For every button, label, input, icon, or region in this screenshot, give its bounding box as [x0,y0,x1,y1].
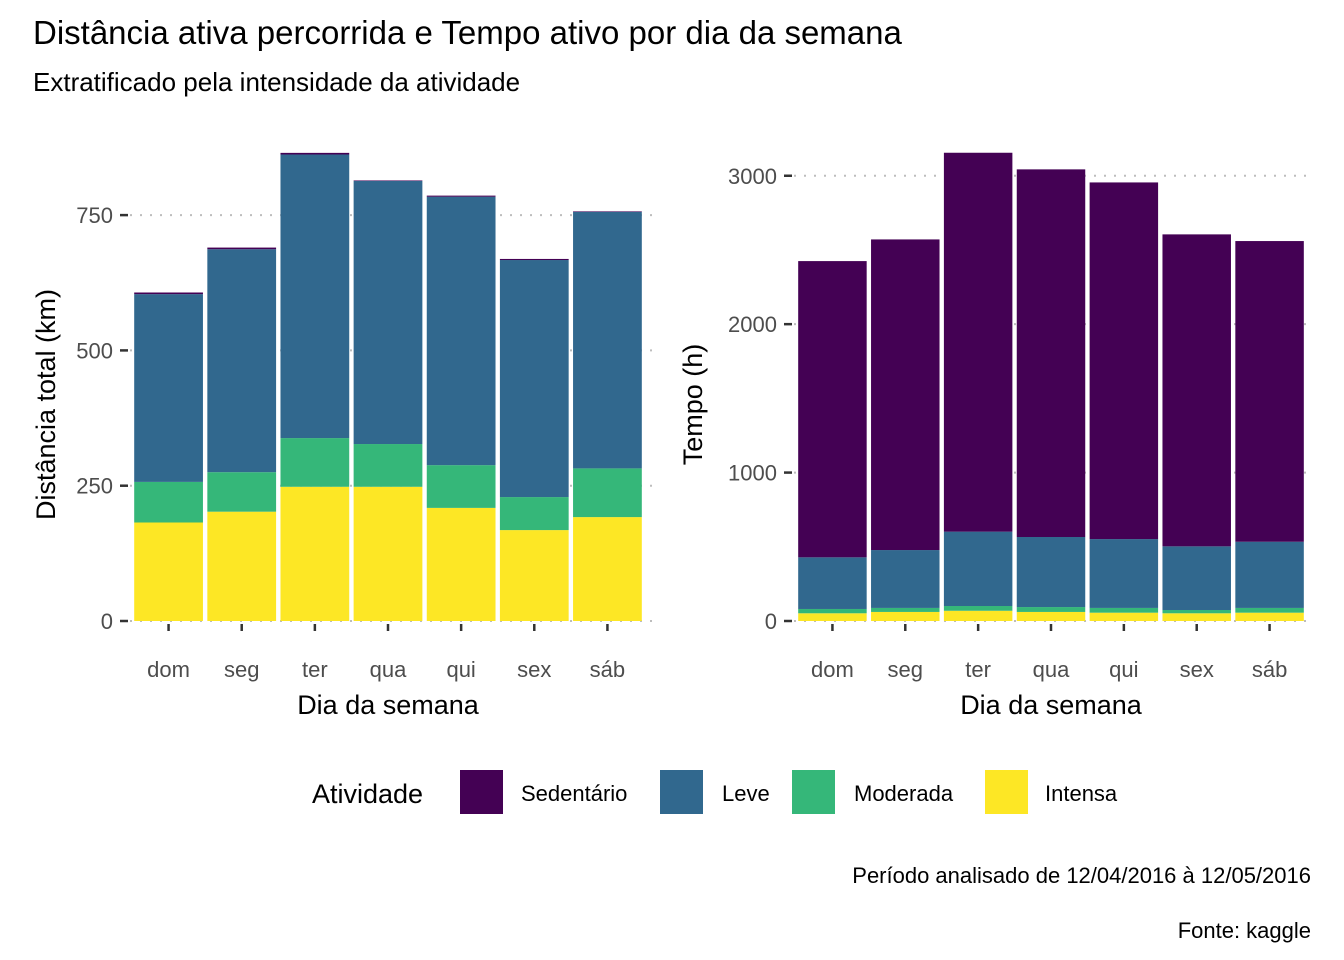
y-axis-title: Distância total (km) [31,289,61,520]
legend-title: Atividade [312,779,423,809]
x-tick-label: sex [1180,657,1214,682]
bar-dom-intensa [134,522,203,621]
bar-sáb-sedentario [1235,241,1304,542]
bar-qui-intensa [426,507,496,621]
bar-qua-leve [1016,536,1086,608]
bar-seg-moderada [871,607,940,612]
y-axis-title: Tempo (h) [678,344,708,466]
bar-qua-leve [353,181,423,445]
chart-subtitle: Extratificado pela intensidade da ativid… [33,67,520,97]
bar-sex-sedentario [499,258,569,261]
bar-dom-leve [798,557,867,609]
x-tick-label: dom [811,657,854,682]
bar-qua-intensa [1016,611,1086,621]
chart-title: Distância ativa percorrida e Tempo ativo… [33,14,903,51]
x-tick-label: sáb [590,657,625,682]
y-tick-label: 0 [765,609,777,634]
bar-sáb-moderada [1235,607,1304,613]
caption-period: Período analisado de 12/04/2016 à 12/05/… [852,863,1311,888]
bar-sex-intensa [499,530,569,621]
y-tick-label: 250 [76,474,113,499]
bar-sáb-sedentario [573,211,642,212]
bar-seg-intensa [871,611,940,621]
bar-qui-sedentario [1089,182,1159,540]
y-tick-label: 2000 [728,312,777,337]
y-tick-label: 1000 [728,461,777,486]
bar-sáb-leve [573,211,642,469]
legend-label-leve: Leve [722,781,770,806]
bar-ter-intensa [943,610,1013,621]
bar-dom-moderada [798,608,867,614]
legend-label-moderada: Moderada [854,781,954,806]
bar-qui-moderada [426,465,496,508]
bar-qua-intensa [353,486,423,621]
bar-qua-sedentario [1016,169,1086,537]
bar-seg-moderada [207,472,277,512]
bar-ter-moderada [943,606,1013,611]
bar-seg-leve [207,249,277,473]
caption-source: Fonte: kaggle [1178,918,1311,943]
bar-qui-leve [1089,539,1159,608]
x-tick-label: qui [1109,657,1138,682]
bar-qui-moderada [1089,607,1159,613]
bar-dom-intensa [798,613,867,621]
bar-ter-sedentario [280,152,350,155]
x-tick-label: seg [224,657,259,682]
bar-dom-moderada [134,481,203,523]
bar-qui-sedentario [426,195,496,197]
bar-seg-sedentario [207,247,277,250]
x-axis-title: Dia da semana [297,690,480,720]
x-tick-label: qua [370,657,407,682]
y-tick-label: 3000 [728,164,777,189]
x-tick-label: qui [446,657,475,682]
bar-sex-intensa [1162,613,1231,621]
bar-sáb-moderada [573,468,642,518]
x-tick-label: sáb [1252,657,1287,682]
bar-ter-leve [943,531,1013,607]
bar-qua-moderada [353,444,423,487]
legend-label-intensa: Intensa [1045,781,1118,806]
x-tick-label: ter [965,657,991,682]
bar-qua-moderada [1016,607,1086,612]
legend-swatch-intensa [985,770,1028,814]
bar-sáb-intensa [1235,612,1304,621]
x-tick-label: seg [888,657,923,682]
bar-qua-sedentario [353,180,423,182]
x-tick-label: dom [147,657,190,682]
x-tick-label: ter [302,657,328,682]
bar-sáb-intensa [573,517,642,621]
bar-qui-intensa [1089,612,1159,621]
bar-ter-intensa [280,486,350,621]
legend-swatch-sedentario [460,770,503,814]
bar-sex-moderada [499,497,569,531]
bar-dom-leve [134,294,203,482]
bar-ter-leve [280,154,350,439]
legend-label-sedentario: Sedentário [521,781,627,806]
bar-dom-sedentario [134,292,203,295]
y-tick-label: 500 [76,338,113,363]
bar-seg-sedentario [871,239,940,551]
x-tick-label: sex [517,657,551,682]
x-axis-title: Dia da semana [960,690,1143,720]
y-tick-label: 750 [76,203,113,228]
bar-sex-moderada [1162,610,1231,614]
legend-swatch-leve [660,770,703,814]
distance-panel: 0 250 500 750 dom seg ter qua qui sex sáb Dia da se… [31,152,652,720]
legend: Atividade Sedentário Leve Moderada Inten… [312,770,1118,814]
bar-sex-leve [499,260,569,498]
bar-seg-leve [871,550,940,608]
bar-sáb-leve [1235,541,1304,608]
bar-ter-sedentario [943,152,1013,532]
bar-qui-leve [426,196,496,466]
bar-sex-sedentario [1162,234,1231,547]
time-panel: 0 1000 2000 3000 dom seg ter qua qui sex sáb Dia da… [678,152,1314,720]
bar-sex-leve [1162,546,1231,611]
x-tick-label: qua [1033,657,1070,682]
legend-swatch-moderada [792,770,835,814]
bar-dom-sedentario [798,261,867,558]
y-tick-label: 0 [101,609,113,634]
bar-ter-moderada [280,438,350,487]
bar-seg-intensa [207,511,277,621]
